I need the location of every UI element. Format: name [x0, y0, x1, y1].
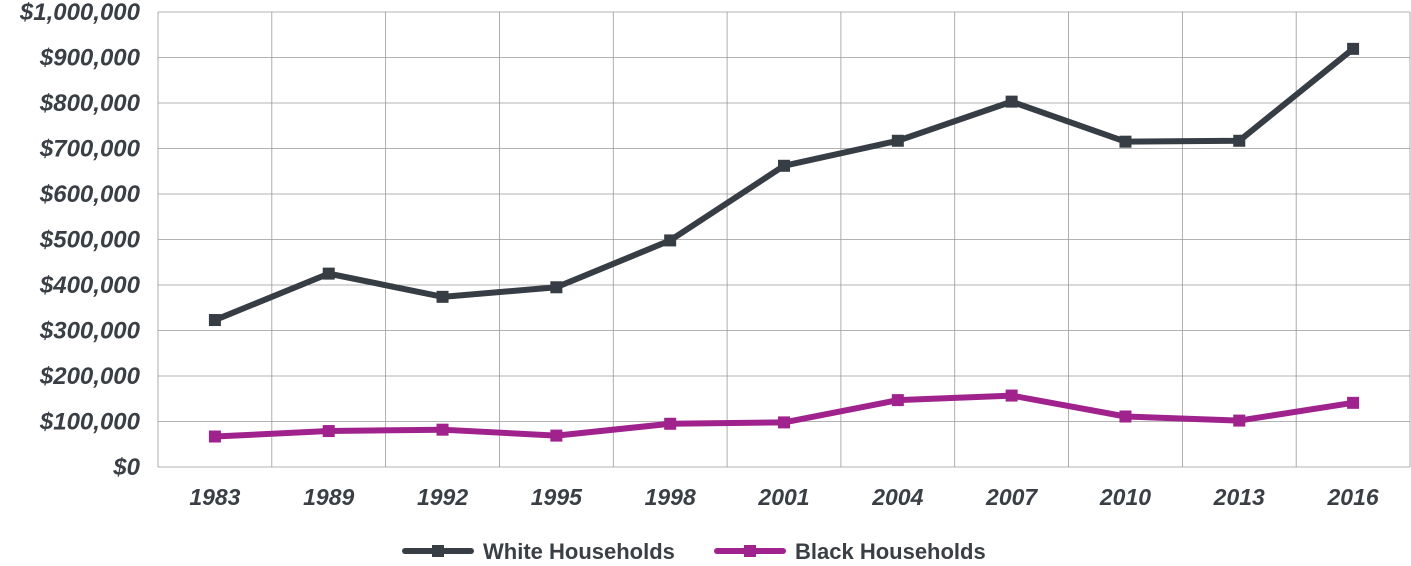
- data-point-white-households: [778, 159, 790, 172]
- x-tick-label: 1983: [189, 484, 240, 510]
- data-point-white-households: [664, 234, 677, 247]
- legend-swatch-marker: [432, 545, 444, 557]
- data-point-white-households: [1233, 134, 1246, 147]
- data-point-white-households: [208, 314, 221, 327]
- y-tick-label: $1,000,000: [19, 0, 141, 26]
- data-point-white-households: [1347, 42, 1360, 55]
- x-tick-label: 2010: [1099, 484, 1151, 510]
- legend-item: Black Households: [714, 539, 986, 564]
- x-tick-label: 1998: [645, 484, 696, 510]
- legend: White Households Black Households: [402, 539, 986, 564]
- series: [208, 42, 1360, 443]
- y-tick-label: $800,000: [39, 90, 141, 117]
- legend-label: White Households: [483, 539, 675, 564]
- data-point-white-households: [322, 267, 335, 280]
- data-point-black-households: [208, 430, 221, 443]
- x-tick-label: 1995: [531, 484, 583, 510]
- y-axis-ticks: $0 $100,000 $200,000 $300,000 $400,000 $500,0…: [19, 0, 141, 481]
- x-axis-ticks: 1983 1989 1992 1995 1998 2001 2004 2007 2010 2013…: [189, 484, 1379, 510]
- data-point-black-households: [1233, 414, 1246, 427]
- x-tick-label: 2016: [1327, 484, 1379, 510]
- data-point-white-households: [436, 290, 449, 303]
- data-point-black-households: [550, 429, 563, 442]
- x-tick-label: 2007: [985, 484, 1038, 510]
- y-tick-label: $600,000: [39, 181, 141, 208]
- data-point-black-households: [664, 417, 677, 430]
- legend-label: Black Households: [795, 539, 986, 564]
- data-point-white-households: [1005, 95, 1018, 108]
- y-tick-label: $700,000: [39, 136, 141, 163]
- data-point-black-households: [1347, 396, 1360, 409]
- data-point-black-households: [1119, 410, 1132, 423]
- x-tick-label: 2004: [871, 484, 923, 510]
- data-point-white-households: [1119, 135, 1132, 148]
- x-tick-label: 2001: [757, 484, 809, 510]
- grid: [157, 11, 1411, 468]
- data-point-black-households: [1005, 389, 1018, 402]
- x-tick-label: 1989: [303, 484, 354, 510]
- y-tick-label: $200,000: [39, 363, 141, 390]
- y-tick-label: $900,000: [39, 45, 141, 72]
- data-point-black-households: [436, 423, 449, 436]
- y-tick-label: $500,000: [39, 227, 141, 254]
- data-point-black-households: [322, 425, 335, 438]
- legend-swatch-marker: [744, 545, 756, 557]
- x-tick-label: 2013: [1213, 484, 1265, 510]
- data-point-white-households: [550, 281, 563, 294]
- y-tick-label: $100,000: [39, 409, 141, 436]
- data-point-black-households: [778, 416, 790, 429]
- data-point-black-households: [891, 394, 904, 407]
- y-tick-label: $400,000: [39, 272, 141, 299]
- legend-item: White Households: [402, 539, 675, 564]
- y-tick-label: $0: [112, 454, 140, 481]
- data-point-white-households: [891, 134, 904, 147]
- x-tick-label: 1992: [417, 484, 468, 510]
- y-tick-label: $300,000: [39, 318, 141, 345]
